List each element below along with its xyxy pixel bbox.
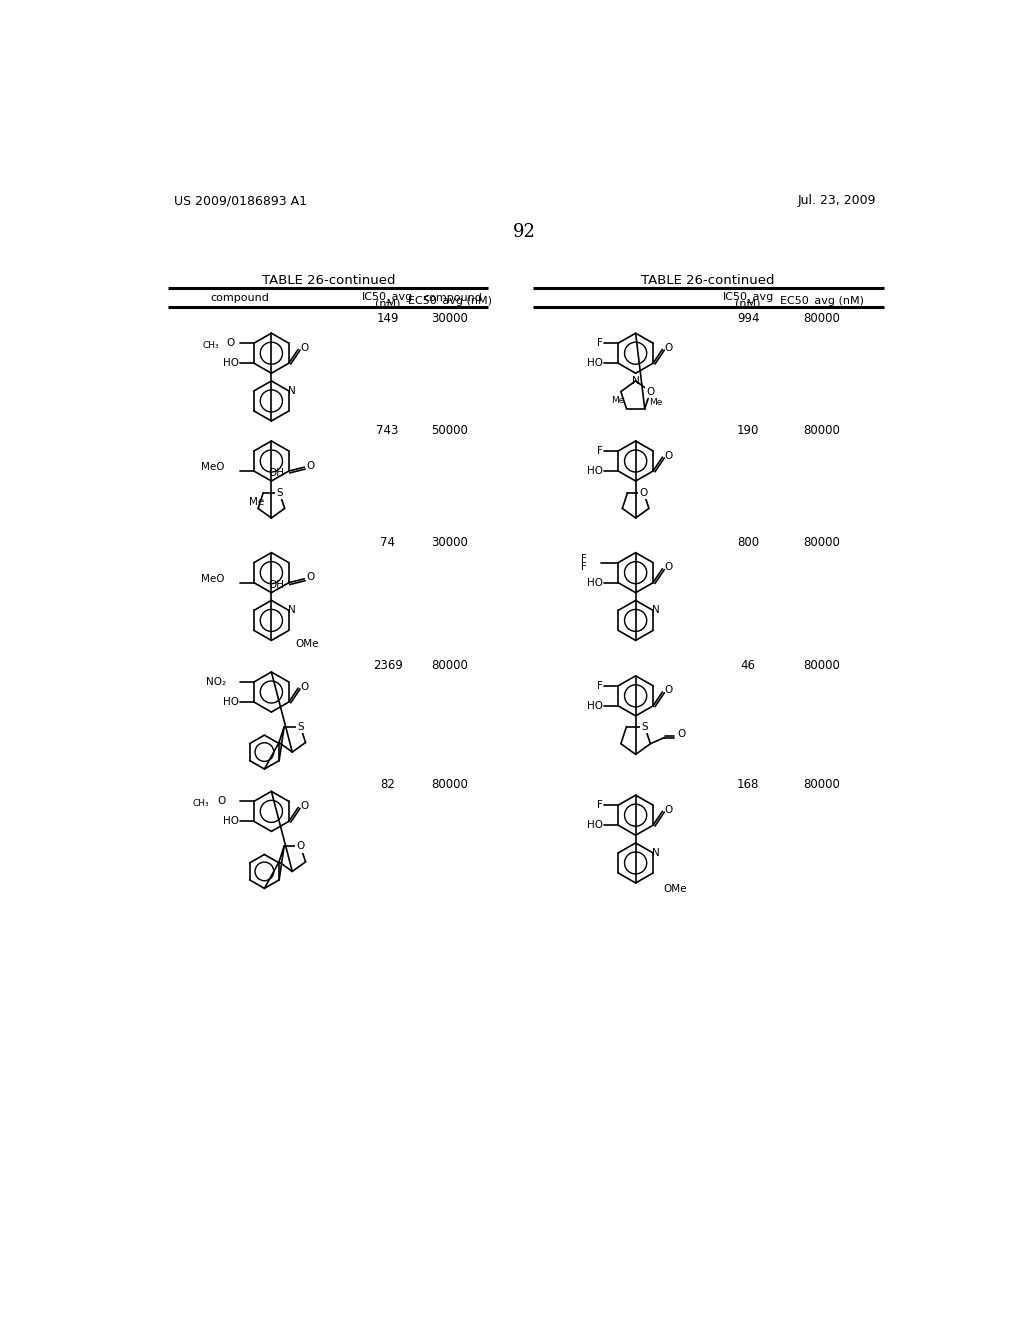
Text: 190: 190 bbox=[737, 424, 759, 437]
Text: HO: HO bbox=[587, 701, 603, 711]
Text: Me: Me bbox=[611, 396, 625, 405]
Text: HO: HO bbox=[587, 820, 603, 830]
Text: US 2009/0186893 A1: US 2009/0186893 A1 bbox=[174, 194, 307, 207]
Text: OH: OH bbox=[268, 579, 284, 590]
Text: F: F bbox=[582, 554, 587, 564]
Text: CH₃: CH₃ bbox=[203, 341, 219, 350]
Text: O: O bbox=[306, 461, 314, 471]
Text: O: O bbox=[300, 343, 308, 352]
Text: 149: 149 bbox=[377, 313, 399, 326]
Text: HO: HO bbox=[587, 578, 603, 587]
Text: Me: Me bbox=[250, 498, 264, 507]
Text: O: O bbox=[665, 685, 673, 696]
Text: compound: compound bbox=[423, 293, 482, 304]
Text: 30000: 30000 bbox=[431, 536, 468, 549]
Text: 743: 743 bbox=[377, 424, 398, 437]
Text: 168: 168 bbox=[737, 779, 759, 791]
Text: (nM): (nM) bbox=[375, 298, 400, 309]
Text: O: O bbox=[218, 796, 226, 807]
Text: TABLE 26-continued: TABLE 26-continued bbox=[641, 275, 775, 286]
Text: HO: HO bbox=[587, 466, 603, 477]
Text: 80000: 80000 bbox=[803, 313, 840, 326]
Text: compound: compound bbox=[211, 293, 269, 304]
Text: 80000: 80000 bbox=[803, 536, 840, 549]
Text: 82: 82 bbox=[380, 779, 395, 791]
Text: F: F bbox=[597, 800, 602, 810]
Text: N: N bbox=[288, 385, 296, 396]
Text: O: O bbox=[665, 343, 673, 352]
Text: O: O bbox=[300, 801, 308, 810]
Text: MeO: MeO bbox=[201, 574, 224, 583]
Text: 800: 800 bbox=[737, 536, 759, 549]
Text: S: S bbox=[276, 488, 283, 498]
Text: HO: HO bbox=[222, 358, 239, 368]
Text: F: F bbox=[597, 338, 602, 348]
Text: O: O bbox=[300, 681, 308, 692]
Text: S: S bbox=[641, 722, 648, 731]
Text: O: O bbox=[646, 387, 654, 396]
Text: F: F bbox=[582, 561, 587, 572]
Text: O: O bbox=[665, 805, 673, 814]
Text: IC50_avg: IC50_avg bbox=[362, 290, 414, 302]
Text: HO: HO bbox=[587, 358, 603, 368]
Text: O: O bbox=[306, 573, 314, 582]
Text: OMe: OMe bbox=[295, 639, 318, 649]
Text: 80000: 80000 bbox=[803, 659, 840, 672]
Text: O: O bbox=[665, 562, 673, 573]
Text: 74: 74 bbox=[380, 536, 395, 549]
Text: O: O bbox=[226, 338, 234, 348]
Text: F: F bbox=[597, 681, 602, 690]
Text: CH₃: CH₃ bbox=[193, 799, 209, 808]
Text: EC50_avg (nM): EC50_avg (nM) bbox=[779, 294, 863, 306]
Text: NO₂: NO₂ bbox=[206, 677, 226, 686]
Text: 80000: 80000 bbox=[803, 424, 840, 437]
Text: 30000: 30000 bbox=[431, 313, 468, 326]
Text: O: O bbox=[677, 730, 685, 739]
Text: N: N bbox=[652, 847, 660, 858]
Text: HO: HO bbox=[222, 816, 239, 826]
Text: 92: 92 bbox=[513, 223, 537, 240]
Text: 994: 994 bbox=[736, 313, 759, 326]
Text: O: O bbox=[665, 450, 673, 461]
Text: 50000: 50000 bbox=[431, 424, 468, 437]
Text: 2369: 2369 bbox=[373, 659, 402, 672]
Text: S: S bbox=[297, 722, 304, 733]
Text: O: O bbox=[296, 841, 304, 851]
Text: 80000: 80000 bbox=[803, 779, 840, 791]
Text: TABLE 26-continued: TABLE 26-continued bbox=[261, 275, 395, 286]
Text: 80000: 80000 bbox=[431, 779, 468, 791]
Text: O: O bbox=[640, 488, 648, 498]
Text: 80000: 80000 bbox=[431, 659, 468, 672]
Text: N: N bbox=[632, 376, 640, 385]
Text: Jul. 23, 2009: Jul. 23, 2009 bbox=[798, 194, 876, 207]
Text: 46: 46 bbox=[740, 659, 756, 672]
Text: HO: HO bbox=[222, 697, 239, 708]
Text: N: N bbox=[652, 606, 660, 615]
Text: (nM): (nM) bbox=[735, 298, 761, 309]
Text: OMe: OMe bbox=[664, 884, 687, 894]
Text: Me: Me bbox=[649, 399, 663, 407]
Text: EC50_avg (nM): EC50_avg (nM) bbox=[408, 294, 492, 306]
Text: N: N bbox=[288, 606, 296, 615]
Text: F: F bbox=[597, 446, 602, 455]
Text: MeO: MeO bbox=[201, 462, 224, 473]
Text: IC50_avg: IC50_avg bbox=[722, 290, 773, 302]
Text: OH: OH bbox=[268, 469, 284, 478]
